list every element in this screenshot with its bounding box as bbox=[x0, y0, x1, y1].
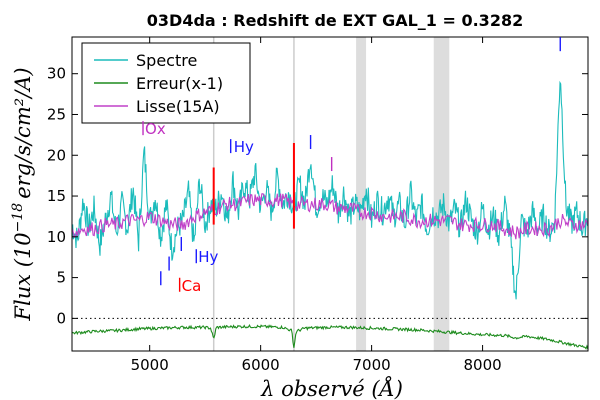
shaded-band-1 bbox=[433, 37, 450, 351]
series-spectre bbox=[72, 80, 588, 300]
x-tick-label-2: 7000 bbox=[353, 356, 391, 374]
y-axis-label: Flux (10−18 erg/s/cm²/A) bbox=[10, 67, 35, 321]
x-axis-label: λ observé (Å) bbox=[260, 376, 403, 400]
x-tick-label-1: 6000 bbox=[242, 356, 280, 374]
shaded-band-0 bbox=[356, 37, 367, 351]
y-tick-label-1: 5 bbox=[56, 269, 66, 287]
y-tick-label-6: 30 bbox=[47, 65, 66, 83]
annotation-hy: Hy bbox=[198, 248, 218, 266]
x-tick-label-3: 8000 bbox=[463, 356, 501, 374]
y-tick-label-2: 10 bbox=[47, 228, 66, 246]
legend-label-2: Lisse(15A) bbox=[136, 97, 220, 116]
y-tick-label-3: 15 bbox=[47, 187, 66, 205]
chart-title: 03D4da : Redshift de EXT GAL_1 = 0.3282 bbox=[147, 11, 523, 30]
x-tick-label-0: 5000 bbox=[131, 356, 169, 374]
y-tick-label-0: 0 bbox=[56, 309, 66, 327]
svg-text:Flux (10−18erg/s/cm²/A): Flux (10−18 erg/s/cm²/A) bbox=[10, 67, 35, 321]
annotation-hy: Hy bbox=[234, 138, 254, 156]
annotation-ox: Ox bbox=[145, 120, 166, 138]
annotation-ca: Ca bbox=[182, 277, 202, 295]
legend-label-0: Spectre bbox=[136, 51, 197, 70]
series-lisse-15a- bbox=[72, 193, 588, 240]
y-axis-label-suffix: erg/s/cm²/A) bbox=[11, 67, 35, 198]
legend-label-1: Erreur(x-1) bbox=[136, 74, 223, 93]
y-axis-label-prefix: Flux (10 bbox=[11, 232, 35, 321]
series-erreur-x-1- bbox=[72, 324, 588, 350]
plot-frame bbox=[71, 36, 589, 352]
legend: Spectre Erreur(x-1) Lisse(15A) bbox=[81, 42, 251, 124]
y-tick-label-5: 25 bbox=[47, 105, 66, 123]
y-tick-label-4: 20 bbox=[47, 146, 66, 164]
y-axis-label-exponent: −18 bbox=[10, 203, 26, 233]
